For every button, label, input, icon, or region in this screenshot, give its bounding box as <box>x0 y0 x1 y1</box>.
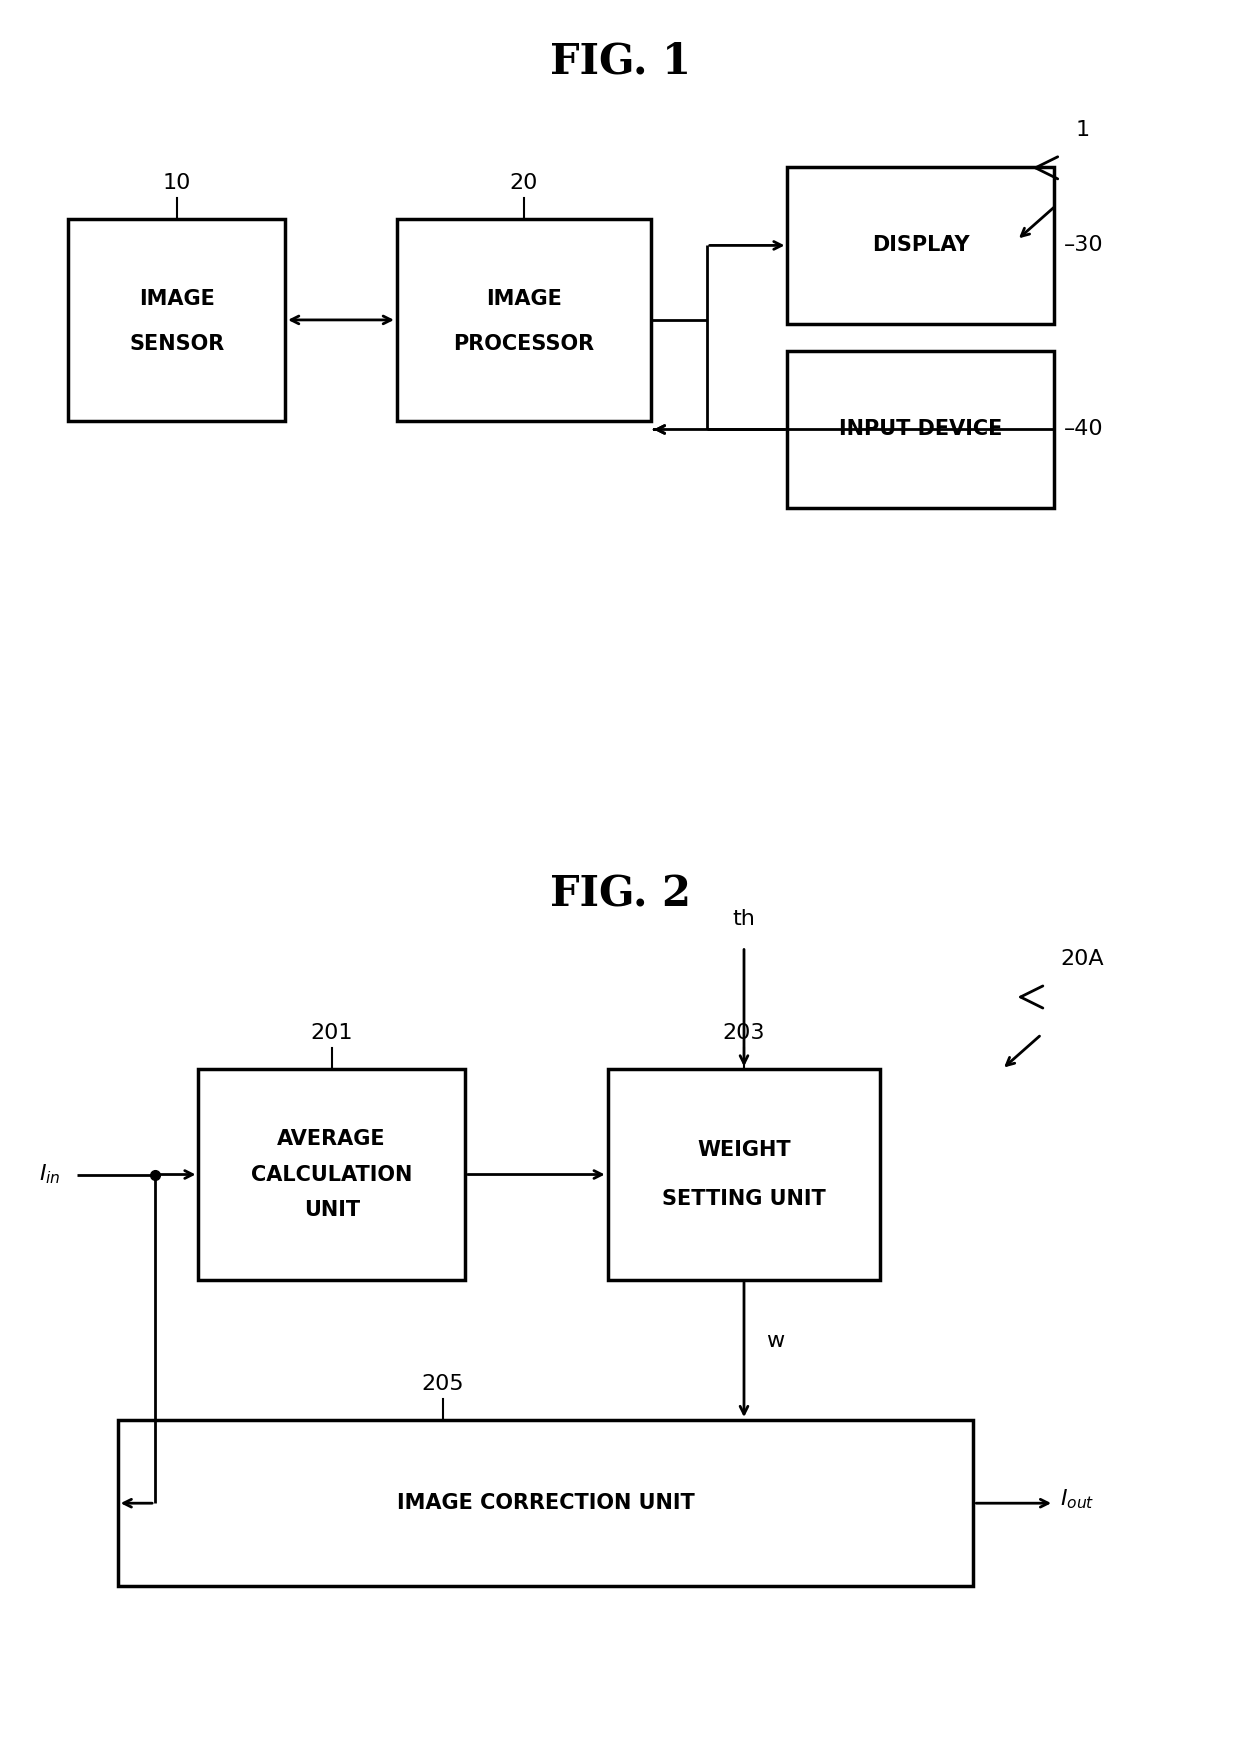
Text: 203: 203 <box>723 1024 765 1043</box>
Text: IMAGE: IMAGE <box>486 289 562 309</box>
Text: IMAGE: IMAGE <box>139 289 215 309</box>
Text: 205: 205 <box>422 1374 464 1394</box>
Text: CALCULATION: CALCULATION <box>250 1164 413 1185</box>
Text: –40: –40 <box>1064 419 1104 440</box>
Text: SENSOR: SENSOR <box>129 335 224 354</box>
Text: th: th <box>733 910 755 929</box>
FancyBboxPatch shape <box>198 1069 465 1280</box>
Text: DISPLAY: DISPLAY <box>872 235 970 256</box>
Text: FIG. 2: FIG. 2 <box>549 873 691 915</box>
FancyBboxPatch shape <box>608 1069 880 1280</box>
Text: 1: 1 <box>1075 119 1089 140</box>
Text: UNIT: UNIT <box>304 1199 360 1220</box>
FancyBboxPatch shape <box>68 219 285 421</box>
Text: SETTING UNIT: SETTING UNIT <box>662 1189 826 1210</box>
Text: FIG. 1: FIG. 1 <box>549 40 691 82</box>
FancyBboxPatch shape <box>397 219 651 421</box>
Text: 10: 10 <box>162 174 191 193</box>
FancyBboxPatch shape <box>787 351 1054 508</box>
Text: IMAGE CORRECTION UNIT: IMAGE CORRECTION UNIT <box>397 1494 694 1513</box>
FancyBboxPatch shape <box>787 167 1054 324</box>
Text: $\mathit{I}_{out}$: $\mathit{I}_{out}$ <box>1060 1488 1095 1511</box>
Text: $\mathit{I}_{in}$: $\mathit{I}_{in}$ <box>38 1162 61 1187</box>
Text: AVERAGE: AVERAGE <box>278 1129 386 1150</box>
Text: w: w <box>766 1331 785 1352</box>
Text: PROCESSOR: PROCESSOR <box>454 335 594 354</box>
Text: 20A: 20A <box>1060 948 1104 969</box>
Text: 201: 201 <box>310 1024 353 1043</box>
FancyBboxPatch shape <box>118 1420 973 1586</box>
Text: INPUT DEVICE: INPUT DEVICE <box>839 419 1002 440</box>
Text: –30: –30 <box>1064 235 1104 256</box>
Text: WEIGHT: WEIGHT <box>697 1139 791 1160</box>
Text: 20: 20 <box>510 174 538 193</box>
